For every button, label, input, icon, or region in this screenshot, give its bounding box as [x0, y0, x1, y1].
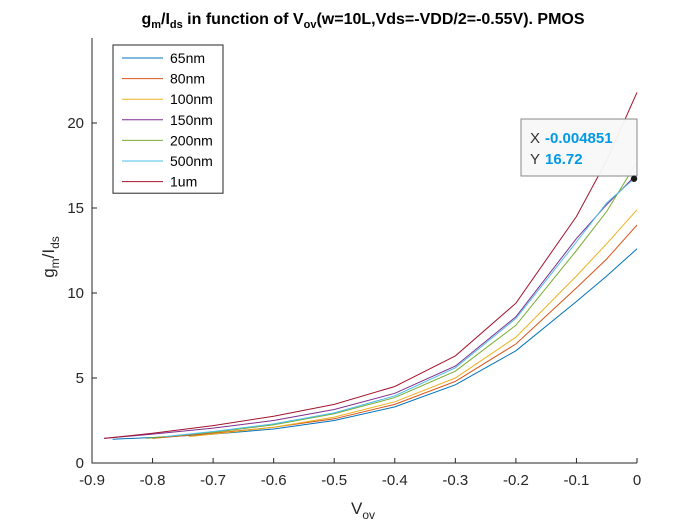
legend-label-65nm: 65nm: [170, 50, 205, 66]
legend-label-500nm: 500nm: [170, 153, 213, 169]
series-line-150nm[interactable]: [104, 173, 638, 439]
x-tick-label: -0.1: [564, 472, 590, 489]
legend-label-150nm: 150nm: [170, 112, 213, 128]
x-tick-label: -0.6: [261, 472, 287, 489]
x-tick-label: -0.9: [79, 472, 105, 489]
x-tick-label: -0.2: [503, 472, 529, 489]
legend-box: [112, 44, 224, 194]
x-axis-ticks: -0.9 -0.8 -0.7 -0.6 -0.5 -0.4 -0.3 -0.2 -0.1 0: [79, 458, 641, 489]
chart-title: gm/Ids in function of Vov(w=10L,Vds=-VDD…: [141, 11, 584, 31]
y-tick-label: 5: [76, 370, 84, 387]
series-line-500nm[interactable]: [164, 178, 635, 438]
series-line-1um[interactable]: [104, 92, 638, 439]
legend-label-1um: 1um: [170, 174, 197, 190]
x-tick-label: -0.5: [321, 472, 347, 489]
y-tick-label: 15: [67, 200, 84, 217]
series-line-100nm[interactable]: [188, 209, 638, 438]
series-line-200nm[interactable]: [146, 161, 638, 439]
x-tick-label: -0.8: [140, 472, 166, 489]
x-tick-label: -0.3: [442, 472, 468, 489]
legend[interactable]: 65nm 80nm 100nm 150nm 200nm 500nm 1um: [112, 44, 224, 194]
data-tip-x-row: X -0.004851: [530, 130, 613, 147]
y-tick-label: 10: [67, 285, 84, 302]
legend-label-80nm: 80nm: [170, 71, 205, 87]
legend-label-100nm: 100nm: [170, 91, 213, 107]
data-tip-box: [520, 118, 638, 177]
y-axis-label: gm/Ids: [39, 236, 62, 278]
data-tip[interactable]: X -0.004851 Y 16.72: [520, 118, 638, 182]
data-tip-marker[interactable]: [630, 175, 638, 182]
y-axis-ticks: 0 5 10 15 20: [67, 115, 97, 472]
x-tick-label: -0.7: [200, 472, 226, 489]
data-tip-y-row: Y 16.72: [530, 151, 583, 168]
y-tick-label: 20: [67, 115, 84, 132]
x-tick-label: 0: [633, 472, 641, 489]
x-tick-label: -0.4: [382, 472, 408, 489]
legend-label-200nm: 200nm: [170, 132, 213, 148]
y-tick-label: 0: [76, 455, 84, 472]
x-axis-label: Vov: [351, 499, 375, 522]
